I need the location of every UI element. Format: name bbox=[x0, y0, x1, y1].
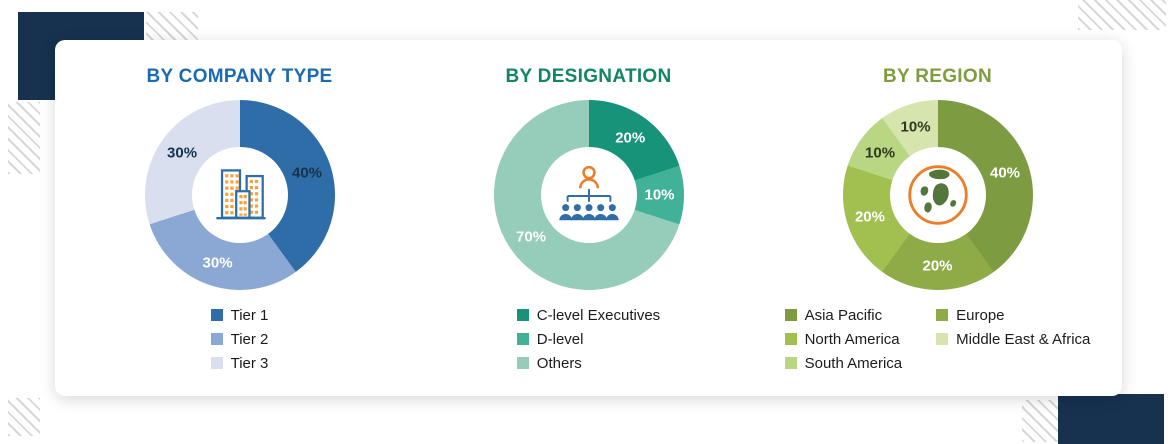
legend-label: Tier 2 bbox=[230, 330, 269, 348]
legend-item: South America bbox=[784, 354, 903, 372]
donut-center bbox=[540, 147, 637, 243]
legend-item: Europe bbox=[936, 307, 1090, 324]
legend-swatch bbox=[784, 333, 797, 345]
legend-label: Europe bbox=[956, 306, 1005, 324]
buildings-icon bbox=[205, 160, 275, 230]
legend-label: Asia Pacific bbox=[804, 306, 883, 324]
legend: Tier 1 Tier 2 Tier 3 bbox=[210, 303, 269, 375]
legend: C-level Executives D-level Others bbox=[516, 303, 661, 375]
donut-chart: 40% 20% 20% 10% 10% bbox=[842, 100, 1033, 290]
legend-item: Middle East & Africa bbox=[936, 331, 1090, 348]
legend-label: North America bbox=[804, 330, 900, 348]
segment-value-label: 30% bbox=[167, 144, 198, 162]
legend-label: D-level bbox=[536, 330, 584, 348]
legend-swatch bbox=[784, 309, 797, 321]
legend-label: Tier 1 bbox=[230, 306, 269, 324]
chart-title: BY COMPANY TYPE bbox=[146, 66, 333, 87]
legend-swatch bbox=[936, 333, 949, 345]
chart-title: BY DESIGNATION bbox=[505, 66, 672, 87]
chart-section-1: BY COMPANY TYPE 40% 30% 30% Tier 1 Tier 2 Tie… bbox=[65, 66, 414, 396]
chart-section-2: BY DESIGNATION 20% 10% 70% C-level Executiv… bbox=[414, 66, 763, 396]
legend-item: Tier 1 bbox=[210, 306, 269, 324]
segment-value-label: 10% bbox=[900, 118, 931, 136]
legend-label: Others bbox=[536, 354, 582, 372]
segment-value-label: 20% bbox=[615, 129, 646, 147]
legend-label: South America bbox=[804, 354, 903, 372]
decor-hatch-left-edge bbox=[8, 102, 40, 174]
segment-value-label: 20% bbox=[922, 257, 953, 275]
legend-label: Tier 3 bbox=[230, 354, 269, 372]
charts-row: BY COMPANY TYPE 40% 30% 30% Tier 1 Tier 2 Tie… bbox=[55, 40, 1122, 396]
legend-item: North America bbox=[784, 330, 903, 348]
donut-center bbox=[889, 147, 986, 243]
legend-swatch bbox=[784, 357, 797, 369]
segment-value-label: 40% bbox=[990, 164, 1021, 182]
segment-value-label: 10% bbox=[865, 144, 896, 162]
legend-item: Others bbox=[516, 354, 660, 372]
globe-icon bbox=[903, 160, 973, 230]
legend-swatch bbox=[210, 309, 223, 321]
segment-value-label: 30% bbox=[202, 254, 233, 272]
legend-item: Tier 2 bbox=[210, 330, 269, 348]
legend-swatch bbox=[210, 333, 223, 345]
org-chart-icon bbox=[554, 160, 624, 230]
legend-label: C-level Executives bbox=[536, 306, 661, 324]
segment-value-label: 10% bbox=[644, 186, 675, 204]
legend-swatch bbox=[936, 309, 949, 321]
legend-swatch bbox=[516, 309, 529, 321]
donut-center bbox=[191, 147, 288, 243]
legend-label: Middle East & Africa bbox=[956, 330, 1091, 348]
donut-chart: 20% 10% 70% bbox=[493, 100, 684, 290]
legend-item: Asia Pacific bbox=[784, 306, 903, 324]
legend-swatch bbox=[516, 357, 529, 369]
legend-swatch bbox=[516, 333, 529, 345]
segment-value-label: 40% bbox=[292, 164, 323, 182]
decor-navy-block-bottom-right bbox=[1058, 394, 1164, 444]
donut-chart: 40% 30% 30% bbox=[144, 100, 335, 290]
legend-item: Tier 3 bbox=[210, 354, 269, 372]
legend-item: C-level Executives bbox=[516, 306, 661, 324]
chart-section-3: BY REGION 40% 20% 20% 10% 10% Asia Pacific Eur… bbox=[763, 66, 1112, 396]
chart-title: BY REGION bbox=[883, 66, 992, 87]
legend: Asia Pacific Europe North America Middle Ea… bbox=[784, 303, 1090, 375]
segment-value-label: 20% bbox=[854, 208, 885, 226]
decor-hatch-top-right bbox=[1078, 0, 1166, 30]
legend-swatch bbox=[210, 357, 223, 369]
chart-card: BY COMPANY TYPE 40% 30% 30% Tier 1 Tier 2 Tie… bbox=[55, 40, 1122, 396]
legend-item: D-level bbox=[516, 330, 660, 348]
segment-value-label: 70% bbox=[516, 228, 547, 246]
decor-hatch-bottom-left bbox=[8, 398, 40, 436]
